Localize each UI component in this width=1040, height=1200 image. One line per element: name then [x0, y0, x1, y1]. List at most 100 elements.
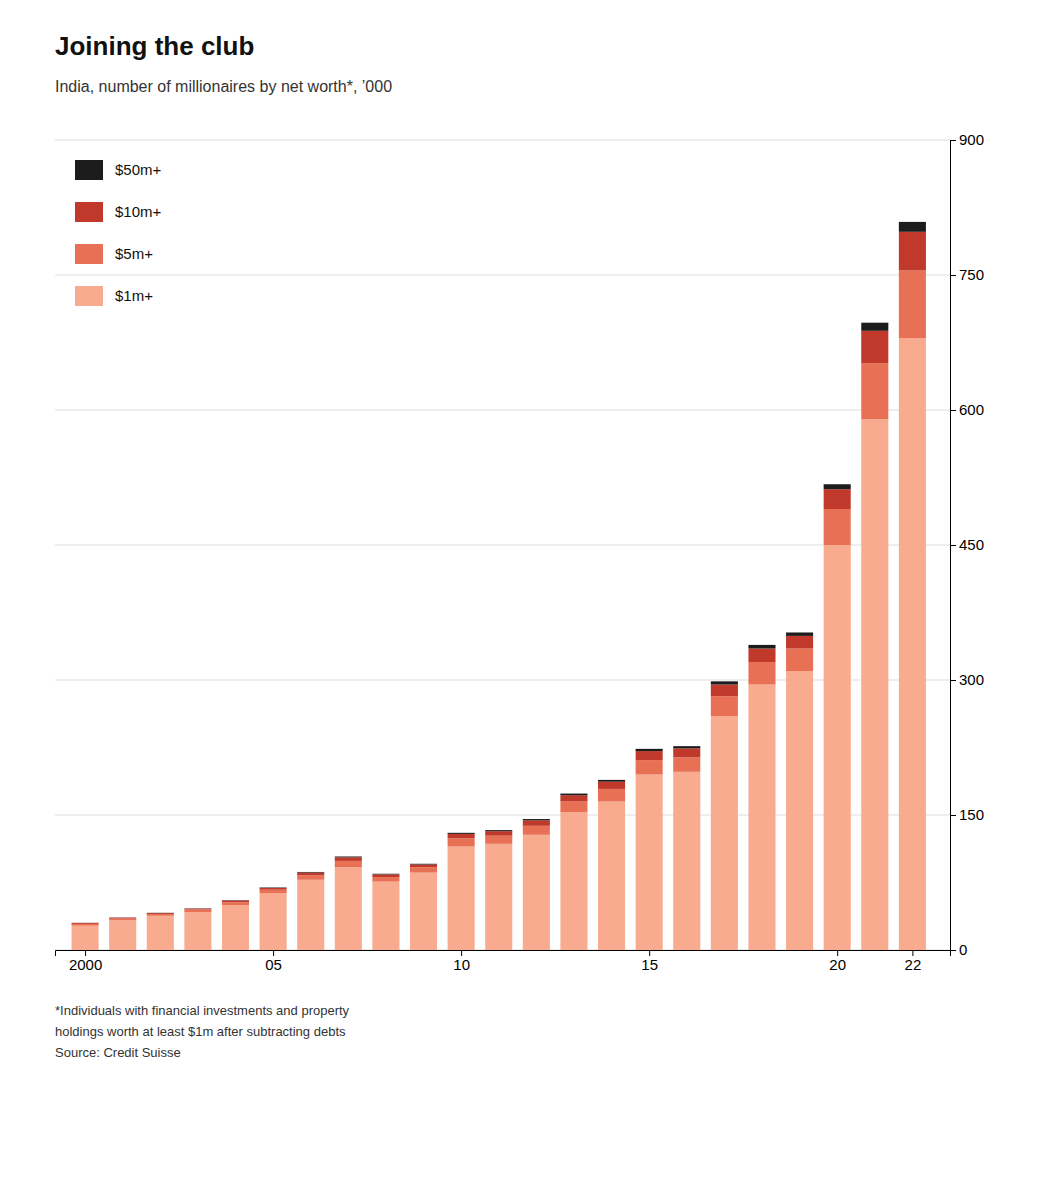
- bar: [184, 910, 211, 913]
- series: [72, 271, 926, 926]
- y-tick: 150: [950, 806, 984, 823]
- bar: [899, 232, 926, 271]
- bar: [109, 917, 136, 919]
- grid-line: [55, 545, 950, 546]
- bar: [72, 924, 99, 926]
- bar: [523, 835, 550, 950]
- bar: [297, 880, 324, 950]
- bar: [598, 782, 625, 789]
- bar: [297, 873, 324, 876]
- legend: $50m+ $10m+ $5m+ $1m+: [75, 160, 162, 306]
- footnote: *Individuals with financial investments …: [55, 1003, 350, 1060]
- y-tick: 600: [950, 401, 984, 418]
- x-axis-line: [56, 951, 951, 957]
- bar: [147, 914, 174, 916]
- x-tick-label: 05: [265, 956, 282, 973]
- bar: [410, 873, 437, 950]
- bar: [673, 748, 700, 757]
- y-tick-mark: [950, 275, 956, 276]
- y-tick: 750: [950, 266, 984, 283]
- bar: [748, 662, 775, 685]
- legend-label: $1m+: [115, 287, 153, 304]
- bar: [335, 867, 362, 950]
- bar: [673, 746, 700, 748]
- y-tick-label: 600: [959, 401, 984, 418]
- bar: [824, 489, 851, 509]
- bar: [861, 419, 888, 950]
- x-tick-label: 20: [829, 956, 846, 973]
- chart: Joining the clubIndia, number of million…: [0, 0, 1040, 1200]
- y-tick-mark: [950, 545, 956, 546]
- x-tick-label: 22: [905, 956, 922, 973]
- bar: [335, 856, 362, 858]
- bar: [711, 696, 738, 716]
- bar: [297, 875, 324, 880]
- y-tick: 0: [950, 941, 967, 958]
- bar: [824, 509, 851, 545]
- bar: [711, 716, 738, 950]
- grid-line: [55, 275, 950, 276]
- bar: [748, 649, 775, 663]
- y-tick: 300: [950, 671, 984, 688]
- bar: [673, 757, 700, 771]
- legend-label: $5m+: [115, 245, 153, 262]
- y-tick-label: 900: [959, 131, 984, 148]
- bar: [260, 893, 287, 950]
- bar: [748, 645, 775, 649]
- legend-swatch: [75, 286, 103, 306]
- bar: [598, 802, 625, 951]
- bar: [372, 882, 399, 950]
- bar: [560, 812, 587, 950]
- bar: [260, 887, 287, 888]
- bar: [109, 920, 136, 950]
- bar: [147, 913, 174, 915]
- x-tick: 15: [641, 950, 658, 973]
- bar: [786, 671, 813, 950]
- y-tick-label: 0: [959, 941, 967, 958]
- bar: [711, 681, 738, 684]
- bar: [448, 838, 475, 846]
- bar: [147, 916, 174, 950]
- bar: [899, 271, 926, 339]
- y-tick-label: 750: [959, 266, 984, 283]
- bar: [448, 834, 475, 839]
- bar: [523, 826, 550, 835]
- bar: [560, 802, 587, 813]
- bar: [184, 908, 211, 910]
- grid: [55, 140, 950, 950]
- footnote-line: *Individuals with financial investments …: [55, 1003, 350, 1018]
- y-axis-line: [951, 141, 957, 951]
- bar: [824, 484, 851, 489]
- y-tick-label: 450: [959, 536, 984, 553]
- y-tick: 900: [950, 131, 984, 148]
- bar: [899, 222, 926, 232]
- bar: [109, 919, 136, 921]
- bar: [861, 323, 888, 331]
- bar: [410, 867, 437, 872]
- bar: [222, 900, 249, 901]
- bar: [485, 844, 512, 950]
- legend-item: $10m+: [75, 202, 162, 222]
- bar: [222, 905, 249, 950]
- footnote-line: holdings worth at least $1m after subtra…: [55, 1024, 346, 1039]
- series: [72, 222, 926, 923]
- bars: [72, 222, 926, 950]
- bar: [410, 863, 437, 865]
- legend-item: $50m+: [75, 160, 162, 180]
- bar: [260, 888, 287, 890]
- y-tick-mark: [950, 410, 956, 411]
- legend-item: $5m+: [75, 244, 153, 264]
- bar: [410, 865, 437, 868]
- legend-swatch: [75, 160, 103, 180]
- legend-swatch: [75, 244, 103, 264]
- subtitle: India, number of millionaires by net wor…: [55, 78, 392, 95]
- grid-line: [55, 815, 950, 816]
- bar: [899, 338, 926, 950]
- bar: [560, 794, 587, 796]
- bar: [748, 685, 775, 951]
- x-tick: 05: [265, 950, 282, 973]
- bar: [184, 912, 211, 950]
- y-tick-label: 150: [959, 806, 984, 823]
- bar: [72, 926, 99, 950]
- bar: [636, 749, 663, 751]
